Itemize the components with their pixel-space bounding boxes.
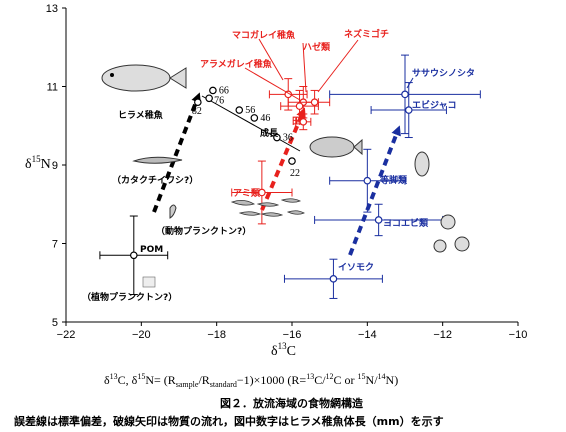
length-label: 82 — [192, 106, 202, 117]
label-aramegarei: アラメガレイ稚魚 — [200, 58, 272, 70]
label-yokoebi: ヨコエビ類 — [383, 217, 429, 229]
isopod-drawing — [414, 151, 430, 177]
caption-formula: δ13C, δ15N= (Rsample/Rstandard−1)×1000 (… — [104, 372, 398, 389]
black-flow-arrow — [152, 92, 201, 213]
point-marker — [295, 102, 304, 110]
label-makogarei: マコガレイ稚魚 — [232, 29, 295, 41]
caption-title: 図２．放流海域の食物網構造 — [220, 396, 364, 410]
y-tick-label: 9 — [52, 160, 58, 172]
point-marker — [310, 98, 319, 107]
x-tick-label: −16 — [283, 329, 302, 341]
length-label: 36 — [283, 133, 293, 144]
label-katakuchi: （カタクチイワシ?） — [112, 174, 198, 186]
label-isomoku: イソモク — [338, 262, 374, 273]
label-seichou: 成長 — [260, 127, 279, 139]
length-label: 46 — [260, 113, 270, 124]
label-pom: POM — [140, 245, 163, 255]
data-point: 36 — [273, 133, 293, 144]
point-marker — [404, 106, 413, 114]
flow-arrows — [152, 92, 401, 256]
data-point — [329, 148, 406, 213]
label-red-small: 田 — [292, 116, 301, 127]
point-marker — [374, 216, 383, 224]
x-axis-title: δ13C — [271, 341, 296, 359]
y-tick-label: 11 — [47, 82, 58, 94]
label-doubutsu: （動物プランクトン?） — [156, 225, 251, 237]
phytoplankton-drawing — [142, 276, 156, 288]
label-touki: 等脚類 — [379, 174, 408, 186]
data-point — [231, 160, 293, 225]
mysid-drawing — [230, 198, 305, 217]
growth-line — [201, 95, 301, 152]
axes: −22 −20 −18 −16 −14 −12 −10 5 7 9 11 13 — [46, 3, 528, 341]
data-point — [99, 215, 169, 296]
length-label: 76 — [214, 95, 224, 106]
small-flatfish-drawing — [309, 136, 363, 158]
data-point: 22 — [288, 157, 300, 179]
x-tick-label: −14 — [358, 329, 377, 341]
y-axis-title: δ15N — [25, 154, 51, 172]
label-sasaushi: ササウシノシタ — [412, 67, 475, 79]
amphipod-drawing — [433, 214, 470, 253]
point-marker — [235, 106, 244, 114]
length-label: 22 — [290, 168, 300, 179]
data-point — [370, 82, 447, 139]
point-marker — [250, 114, 259, 122]
x-tick-label: −22 — [57, 329, 76, 341]
point-marker — [401, 90, 409, 99]
point-marker — [288, 157, 296, 165]
anchovy-drawing — [132, 156, 183, 164]
x-tick-label: −18 — [207, 329, 226, 341]
label-ebijako: エビジャコ — [412, 99, 457, 111]
data-point: 46 — [250, 113, 270, 124]
length-label: 66 — [219, 85, 229, 96]
red-flow-arrow — [260, 107, 306, 211]
leader-lines — [244, 38, 359, 101]
y-tick-label: 5 — [52, 317, 58, 329]
point-marker — [299, 118, 308, 126]
point-marker — [363, 176, 372, 185]
data-point: 82 — [192, 98, 202, 117]
label-haze: ハゼ類 — [303, 41, 331, 53]
data-point: 66 — [209, 85, 229, 96]
point-marker — [130, 251, 138, 260]
length-label: 56 — [245, 105, 255, 116]
x-tick-label: −12 — [433, 329, 452, 341]
point-marker — [205, 94, 213, 103]
blue-flow-arrow — [348, 125, 401, 256]
zooplankton-drawing — [169, 204, 177, 219]
data-point — [295, 113, 312, 131]
data-point — [314, 203, 444, 237]
data-point: 76 — [205, 94, 224, 106]
caption-note: 誤差線は標準偏差，破線矢印は物質の流れ，図中数字はヒラメ稚魚体長（mm）を示す — [14, 414, 444, 428]
y-tick-label: 13 — [46, 3, 58, 15]
label-hirame: ヒラメ稚魚 — [118, 109, 163, 121]
data-point — [299, 89, 331, 115]
x-tick-label: −10 — [509, 329, 528, 341]
data-point: 56 — [235, 105, 255, 116]
flatfish-drawing — [101, 64, 187, 92]
data-point — [283, 258, 383, 299]
data-point — [280, 89, 319, 123]
point-marker — [209, 86, 217, 95]
x-tick-label: −20 — [132, 329, 151, 341]
label-shokubutsu: （植物プランクトン?） — [82, 291, 177, 303]
point-marker — [273, 133, 281, 142]
point-marker — [194, 98, 202, 107]
blue-leader — [406, 77, 414, 89]
y-tick-label: 7 — [52, 239, 58, 251]
label-ami: アミ類 — [233, 187, 261, 199]
point-marker — [258, 188, 266, 197]
data-point — [329, 54, 481, 135]
label-nezumigochi: ネズミゴチ — [344, 28, 389, 40]
point-marker — [329, 275, 338, 283]
annotations: ヒラメ稚魚 成長 （カタクチイワシ?） （動物プランクトン?） （植物プランクト… — [82, 28, 475, 303]
